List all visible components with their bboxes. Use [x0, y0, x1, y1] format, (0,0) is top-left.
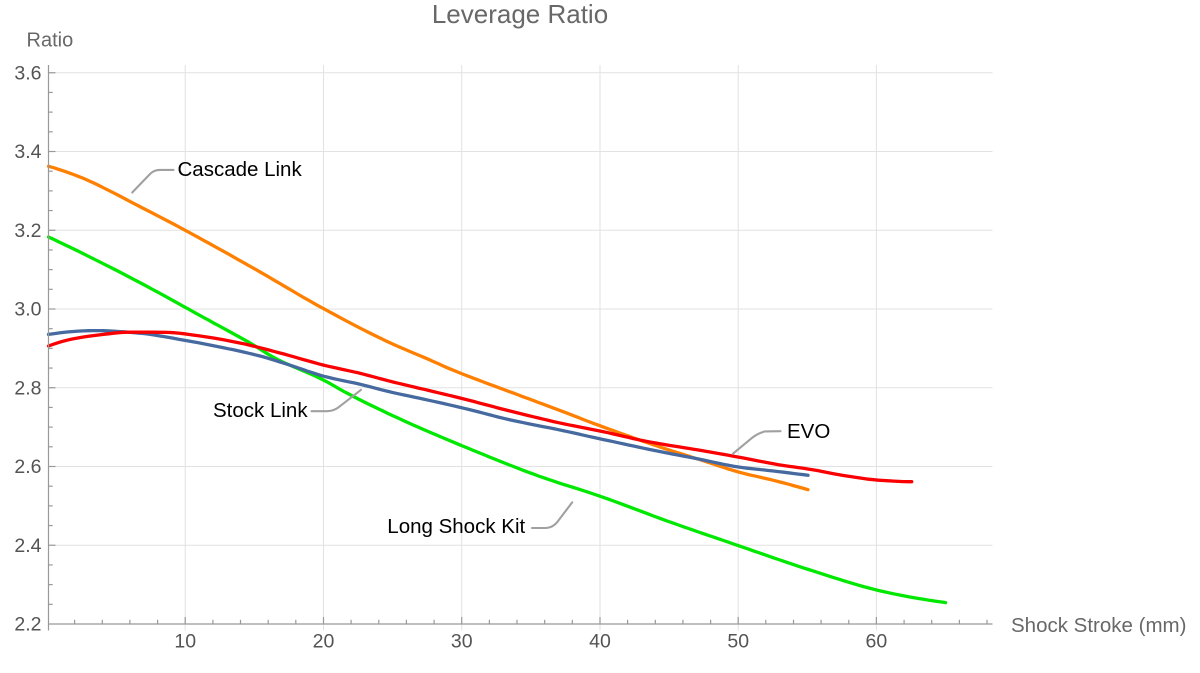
svg-text:3.4: 3.4 — [14, 141, 41, 163]
svg-text:Shock Stroke (mm): Shock Stroke (mm) — [1011, 614, 1186, 637]
svg-text:EVO: EVO — [787, 420, 830, 443]
svg-text:Cascade Link: Cascade Link — [178, 158, 303, 181]
svg-text:Ratio: Ratio — [27, 30, 74, 52]
svg-text:10: 10 — [174, 631, 196, 653]
svg-text:3.0: 3.0 — [14, 299, 41, 321]
svg-text:40: 40 — [589, 631, 611, 653]
svg-text:Stock Link: Stock Link — [213, 399, 308, 422]
svg-text:30: 30 — [451, 631, 473, 653]
svg-text:2.6: 2.6 — [14, 456, 41, 478]
svg-text:Long Shock Kit: Long Shock Kit — [387, 515, 525, 538]
svg-text:3.2: 3.2 — [14, 220, 41, 242]
svg-text:50: 50 — [727, 631, 749, 653]
svg-text:Leverage Ratio: Leverage Ratio — [432, 0, 608, 29]
svg-text:2.2: 2.2 — [14, 614, 41, 636]
svg-text:60: 60 — [866, 631, 888, 653]
svg-text:2.8: 2.8 — [14, 377, 41, 399]
svg-text:20: 20 — [313, 631, 335, 653]
svg-text:2.4: 2.4 — [14, 535, 41, 557]
svg-text:3.6: 3.6 — [14, 63, 41, 85]
